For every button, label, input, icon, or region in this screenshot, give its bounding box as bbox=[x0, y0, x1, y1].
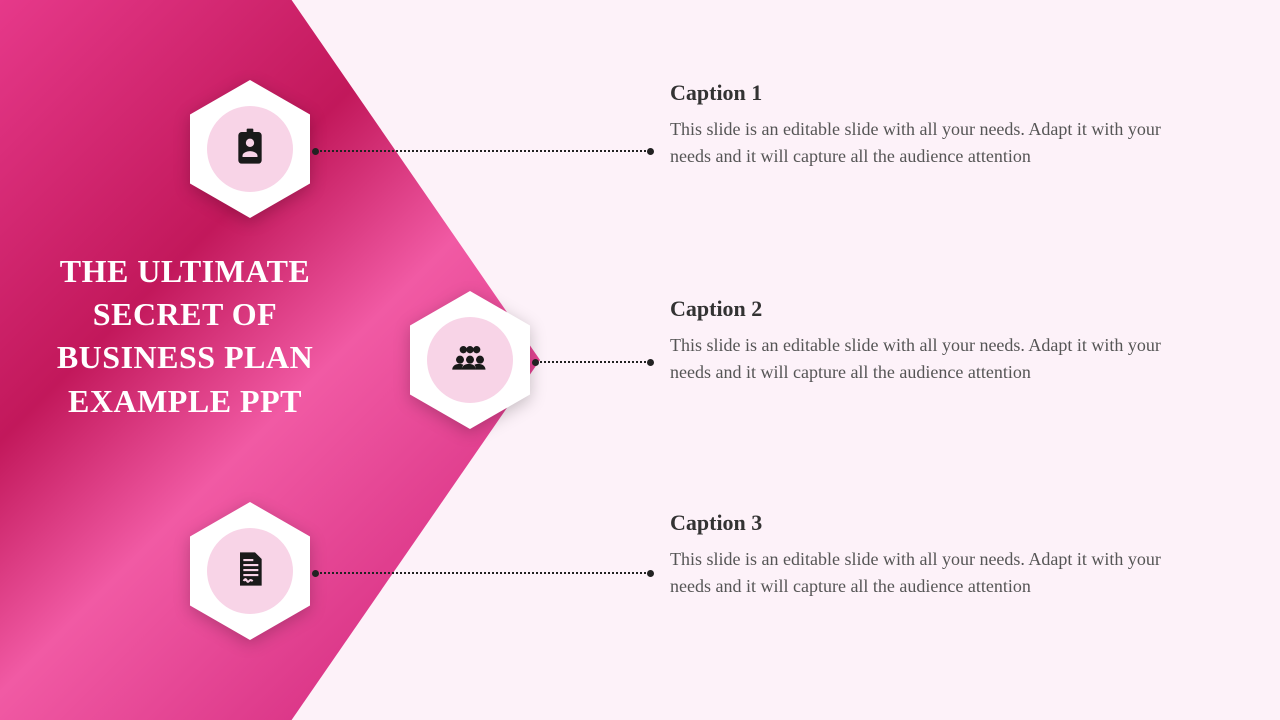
text-block-2: Caption 2 This slide is an editable slid… bbox=[670, 296, 1190, 386]
hex-badge-2 bbox=[410, 291, 530, 429]
people-group-icon bbox=[450, 338, 490, 383]
connector-1 bbox=[316, 150, 650, 152]
text-block-3: Caption 3 This slide is an editable slid… bbox=[670, 510, 1190, 600]
caption-title-2: Caption 2 bbox=[670, 296, 1190, 322]
caption-body-3: This slide is an editable slide with all… bbox=[670, 546, 1190, 600]
id-badge-icon bbox=[230, 127, 270, 172]
text-block-1: Caption 1 This slide is an editable slid… bbox=[670, 80, 1190, 170]
caption-title-1: Caption 1 bbox=[670, 80, 1190, 106]
connector-3 bbox=[316, 572, 650, 574]
connector-2 bbox=[536, 361, 650, 363]
main-title: THE ULTIMATE SECRET OF BUSINESS PLAN EXA… bbox=[30, 250, 340, 423]
caption-body-2: This slide is an editable slide with all… bbox=[670, 332, 1190, 386]
hex-badge-3 bbox=[190, 502, 310, 640]
hex-badge-1 bbox=[190, 80, 310, 218]
caption-title-3: Caption 3 bbox=[670, 510, 1190, 536]
signed-document-icon bbox=[230, 549, 270, 594]
caption-body-1: This slide is an editable slide with all… bbox=[670, 116, 1190, 170]
